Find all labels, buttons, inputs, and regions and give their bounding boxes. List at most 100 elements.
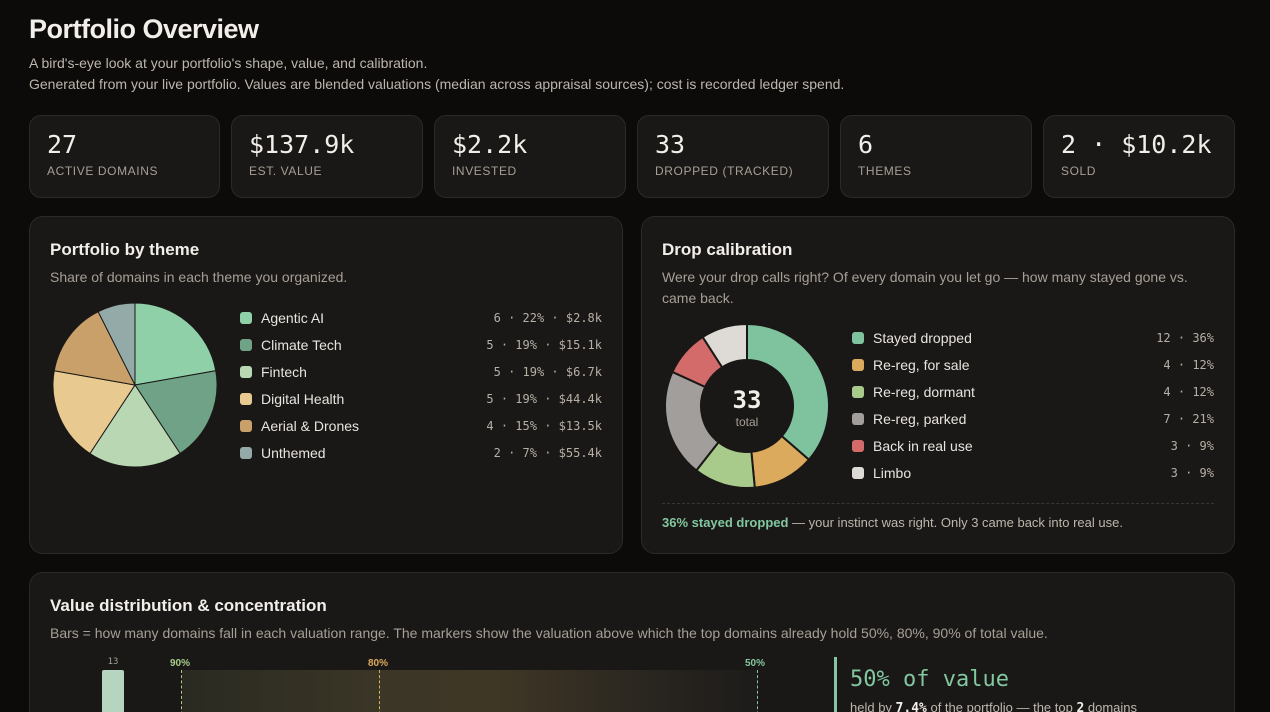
detail-text: held by bbox=[850, 700, 896, 712]
legend-label: Back in real use bbox=[873, 438, 973, 454]
marker-80-line bbox=[379, 670, 380, 712]
legend-stats: 4 · 12% bbox=[1163, 385, 1214, 399]
legend-item[interactable]: Limbo bbox=[852, 463, 911, 483]
legend-item[interactable]: Climate Tech bbox=[240, 335, 342, 355]
histogram-bar-count: 13 bbox=[107, 657, 119, 667]
legend-stats: 5 · 19% · $44.4k bbox=[486, 392, 602, 406]
legend-swatch bbox=[240, 420, 252, 432]
theme-card-title: Portfolio by theme bbox=[50, 240, 200, 259]
donut-total: 33 bbox=[733, 386, 762, 414]
kpi-label: DROPPED (TRACKED) bbox=[655, 164, 794, 178]
legend-swatch bbox=[240, 366, 252, 378]
drop-card: Drop calibration Were your drop calls ri… bbox=[641, 216, 1235, 554]
pie-slice-2[interactable] bbox=[89, 384, 181, 468]
legend-item[interactable]: Aerial & Drones bbox=[240, 416, 359, 436]
legend-swatch bbox=[240, 393, 252, 405]
donut-segment-5[interactable] bbox=[701, 322, 748, 369]
marker-50-line bbox=[757, 670, 758, 712]
legend-stats: 6 · 22% · $2.8k bbox=[493, 311, 602, 325]
legend-swatch bbox=[852, 386, 864, 398]
kpi-themes: 6 THEMES bbox=[840, 115, 1032, 198]
legend-label: Re-reg, parked bbox=[873, 411, 967, 427]
concentration-detail: held by 7.4% of the portfolio — the top … bbox=[850, 700, 1137, 712]
legend-item[interactable]: Fintech bbox=[240, 362, 307, 382]
legend-item[interactable]: Re-reg, parked bbox=[852, 409, 966, 429]
kpi-sold: 2 · $10.2k SOLD bbox=[1043, 115, 1235, 198]
legend-item[interactable]: Digital Health bbox=[240, 389, 344, 409]
legend-item[interactable]: Agentic AI bbox=[240, 308, 324, 328]
legend-item[interactable]: Re-reg, dormant bbox=[852, 382, 975, 402]
kpi-label: ACTIVE DOMAINS bbox=[47, 164, 159, 178]
theme-pie-chart bbox=[52, 302, 218, 468]
theme-card: Portfolio by theme Share of domains in e… bbox=[29, 216, 623, 554]
page-title: Portfolio Overview bbox=[29, 14, 259, 44]
legend-stats: 7 · 21% bbox=[1163, 412, 1214, 426]
pie-slice-1[interactable] bbox=[134, 370, 218, 455]
kpi-value: 2 · $10.2k bbox=[1061, 130, 1212, 159]
legend-label: Re-reg, dormant bbox=[873, 384, 975, 400]
kpi-est-value: $137.9k EST. VALUE bbox=[231, 115, 423, 198]
value-card-title: Value distribution & concentration bbox=[50, 596, 327, 615]
kpi-value: 33 bbox=[655, 130, 686, 159]
drop-note: 36% stayed dropped — your instinct was r… bbox=[662, 515, 1123, 530]
legend-stats: 2 · 7% · $55.4k bbox=[493, 446, 602, 460]
value-card-desc: Bars = how many domains fall in each val… bbox=[50, 625, 1048, 641]
legend-swatch bbox=[852, 332, 864, 344]
marker-90-line bbox=[181, 670, 182, 712]
detail-pct: 7.4% bbox=[895, 701, 927, 712]
kpi-dropped: 33 DROPPED (TRACKED) bbox=[637, 115, 829, 198]
legend-stats: 4 · 12% bbox=[1163, 358, 1214, 372]
kpi-value: $2.2k bbox=[452, 130, 528, 159]
legend-swatch bbox=[852, 440, 864, 452]
legend-swatch bbox=[240, 339, 252, 351]
kpi-label: EST. VALUE bbox=[249, 164, 323, 178]
legend-item[interactable]: Back in real use bbox=[852, 436, 973, 456]
drop-card-title: Drop calibration bbox=[662, 240, 793, 259]
kpi-value: 6 bbox=[858, 130, 874, 159]
legend-stats: 5 · 19% · $6.7k bbox=[493, 365, 602, 379]
kpi-label: SOLD bbox=[1061, 164, 1097, 178]
pie-slice-0[interactable] bbox=[134, 302, 217, 386]
concentration-accent-bar bbox=[834, 657, 837, 712]
legend-item[interactable]: Stayed dropped bbox=[852, 328, 972, 348]
donut-segment-0[interactable] bbox=[746, 322, 830, 462]
value-card: Value distribution & concentration Bars … bbox=[29, 572, 1235, 712]
drop-card-desc: Were your drop calls right? Of every dom… bbox=[662, 269, 1188, 306]
theme-legend: Agentic AI 6 · 22% · $2.8k Climate Tech 5 ·… bbox=[240, 308, 602, 470]
legend-label: Climate Tech bbox=[261, 337, 342, 353]
drop-note-highlight: 36% stayed dropped bbox=[662, 515, 789, 530]
legend-swatch bbox=[852, 467, 864, 479]
marker-90-label: 90% bbox=[170, 658, 191, 669]
theme-card-desc: Share of domains in each theme you organ… bbox=[50, 269, 348, 285]
drop-note-text: — your instinct was right. Only 3 came b… bbox=[788, 515, 1123, 530]
legend-swatch bbox=[240, 447, 252, 459]
kpi-value: $137.9k bbox=[249, 130, 355, 159]
legend-stats: 12 · 36% bbox=[1156, 331, 1214, 345]
legend-swatch bbox=[240, 312, 252, 324]
legend-stats: 3 · 9% bbox=[1170, 439, 1214, 453]
detail-text: domains bbox=[1084, 700, 1138, 712]
kpi-label: THEMES bbox=[858, 164, 912, 178]
legend-stats: 3 · 9% bbox=[1170, 466, 1214, 480]
legend-item[interactable]: Unthemed bbox=[240, 443, 326, 463]
legend-label: Aerial & Drones bbox=[261, 418, 360, 434]
histogram-bar bbox=[102, 670, 124, 712]
page-source-note: Generated from your live portfolio. Valu… bbox=[29, 76, 845, 92]
concentration-band bbox=[182, 670, 758, 712]
legend-label: Limbo bbox=[873, 465, 912, 481]
pie-slice-5[interactable] bbox=[97, 302, 136, 386]
pie-slice-4[interactable] bbox=[53, 311, 136, 386]
donut-total-label: total bbox=[736, 415, 759, 429]
legend-label: Fintech bbox=[261, 364, 307, 380]
detail-count: 2 bbox=[1076, 701, 1085, 712]
detail-text: of the portfolio — the top bbox=[926, 700, 1077, 712]
marker-50-label: 50% bbox=[745, 658, 766, 669]
legend-item[interactable]: Re-reg, for sale bbox=[852, 355, 969, 375]
legend-label: Re-reg, for sale bbox=[873, 357, 970, 373]
legend-swatch bbox=[852, 359, 864, 371]
legend-stats: 5 · 19% · $15.1k bbox=[486, 338, 602, 352]
kpi-invested: $2.2k INVESTED bbox=[434, 115, 626, 198]
kpi-value: 27 bbox=[47, 130, 78, 159]
pie-slice-3[interactable] bbox=[52, 370, 136, 455]
